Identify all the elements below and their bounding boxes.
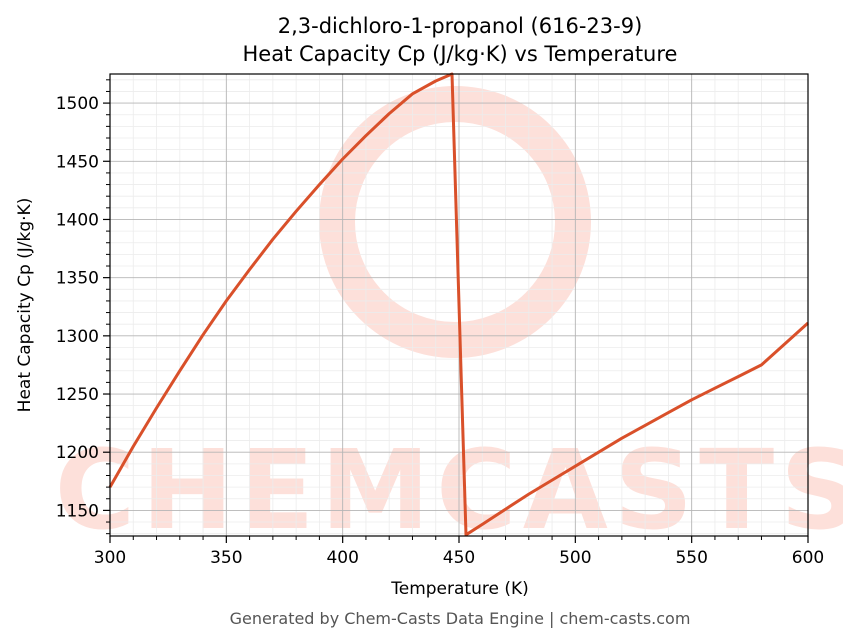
watermark-logo-ring bbox=[319, 86, 591, 358]
y-tick-label: 1350 bbox=[56, 269, 99, 289]
x-axis: 300 350 400 450 500 550 600 bbox=[94, 536, 824, 568]
y-tick-label: 1500 bbox=[56, 94, 99, 114]
y-tick-label: 1150 bbox=[56, 501, 99, 521]
x-tick-label: 350 bbox=[210, 548, 242, 568]
y-axis-label: Heat Capacity Cp (J/kg·K) bbox=[15, 198, 35, 413]
y-tick-label: 1250 bbox=[56, 385, 99, 405]
y-tick-label: 1200 bbox=[56, 443, 99, 463]
x-tick-label: 400 bbox=[326, 548, 358, 568]
x-tick-label: 300 bbox=[94, 548, 126, 568]
y-axis: 1150 1200 1250 1300 1350 1400 1450 1500 bbox=[56, 79, 110, 535]
x-tick-label: 550 bbox=[675, 548, 707, 568]
x-axis-label: Temperature (K) bbox=[390, 579, 529, 599]
chart-title: 2,3-dichloro-1-propanol (616-23-9) bbox=[278, 14, 643, 38]
y-tick-label: 1400 bbox=[56, 210, 99, 230]
y-tick-label: 1300 bbox=[56, 327, 99, 347]
series-line bbox=[108, 72, 810, 537]
footer-credit: Generated by Chem-Casts Data Engine | ch… bbox=[230, 609, 691, 628]
x-tick-label: 450 bbox=[443, 548, 475, 568]
x-tick-label: 500 bbox=[559, 548, 591, 568]
x-tick-label: 600 bbox=[792, 548, 824, 568]
y-tick-label: 1450 bbox=[56, 152, 99, 172]
chart-subtitle: Heat Capacity Cp (J/kg·K) vs Temperature bbox=[243, 42, 678, 66]
watermark-text: CHEMCASTS bbox=[55, 426, 843, 554]
watermark: CHEMCASTS bbox=[55, 86, 843, 554]
